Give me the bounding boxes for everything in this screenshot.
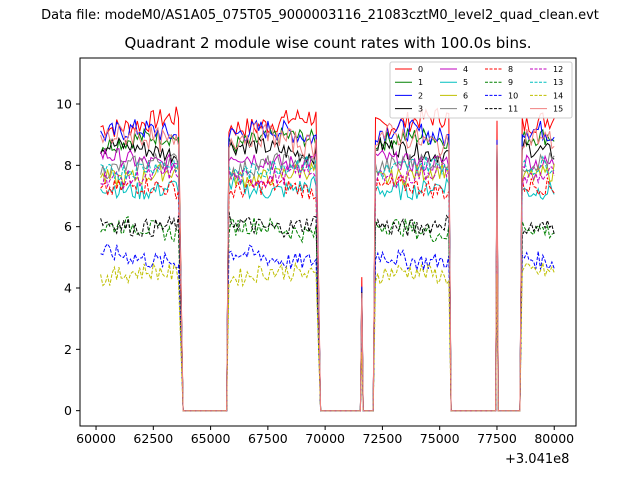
- series-line-9: [100, 215, 555, 412]
- y-tick-label: 0: [64, 403, 72, 418]
- axes: 60000 62500 65000 67500 70000 72500 75000 77500…: [56, 57, 577, 446]
- legend-label-3: 3: [418, 105, 423, 114]
- legend-label-9: 9: [508, 78, 513, 87]
- series-line-10: [100, 243, 555, 412]
- x-tick-label: 60000: [76, 431, 116, 446]
- legend-label-8: 8: [508, 65, 513, 74]
- series-line-15: [100, 121, 555, 412]
- y-tick-label: 6: [64, 219, 72, 234]
- x-tick-label: 80000: [534, 431, 574, 446]
- chart-title: Quadrant 2 module wise count rates with …: [124, 34, 532, 52]
- axes-frame: [79, 57, 577, 427]
- series-line-1: [100, 127, 555, 412]
- series-line-12: [100, 161, 555, 412]
- legend-label-4: 4: [463, 65, 468, 74]
- figure-suptitle: Data file: modeM0/AS1A05_075T05_90000031…: [41, 8, 599, 23]
- y-tick-label: 4: [64, 281, 72, 296]
- legend-label-12: 12: [553, 65, 563, 74]
- legend-label-7: 7: [463, 105, 468, 114]
- legend-label-1: 1: [418, 78, 423, 87]
- series-line-0: [100, 106, 555, 412]
- x-axis-offset-label: +3.041e8: [505, 452, 570, 467]
- legend-label-6: 6: [463, 91, 468, 100]
- legend-label-13: 13: [553, 78, 563, 87]
- x-tick-label: 77500: [477, 431, 517, 446]
- series-line-4: [100, 147, 555, 412]
- series-line-11: [100, 211, 555, 412]
- x-tick-label: 67500: [248, 431, 288, 446]
- series-line-3: [100, 136, 555, 412]
- legend-box: [389, 61, 573, 119]
- series-line-6: [100, 161, 555, 412]
- x-tick-label: 62500: [133, 431, 173, 446]
- legend-label-14: 14: [553, 91, 563, 100]
- series-line-14: [100, 261, 555, 412]
- series-line-7: [100, 152, 555, 412]
- series-line-8: [100, 174, 555, 412]
- legend-label-5: 5: [463, 78, 468, 87]
- series-line-5: [100, 175, 555, 412]
- legend-label-10: 10: [508, 91, 518, 100]
- legend-label-15: 15: [553, 105, 563, 114]
- y-tick-label: 8: [64, 158, 72, 173]
- x-tick-label: 72500: [363, 431, 403, 446]
- x-tick-label: 75000: [420, 431, 460, 446]
- legend-label-2: 2: [418, 91, 423, 100]
- x-tick-label: 65000: [191, 431, 231, 446]
- x-tick-label: 70000: [305, 431, 345, 446]
- legend-label-11: 11: [508, 105, 518, 114]
- legend-label-0: 0: [418, 65, 423, 74]
- y-tick-label: 2: [64, 342, 72, 357]
- y-tick-label: 10: [56, 97, 72, 112]
- series-line-13: [100, 155, 555, 412]
- plot-area: [100, 106, 555, 412]
